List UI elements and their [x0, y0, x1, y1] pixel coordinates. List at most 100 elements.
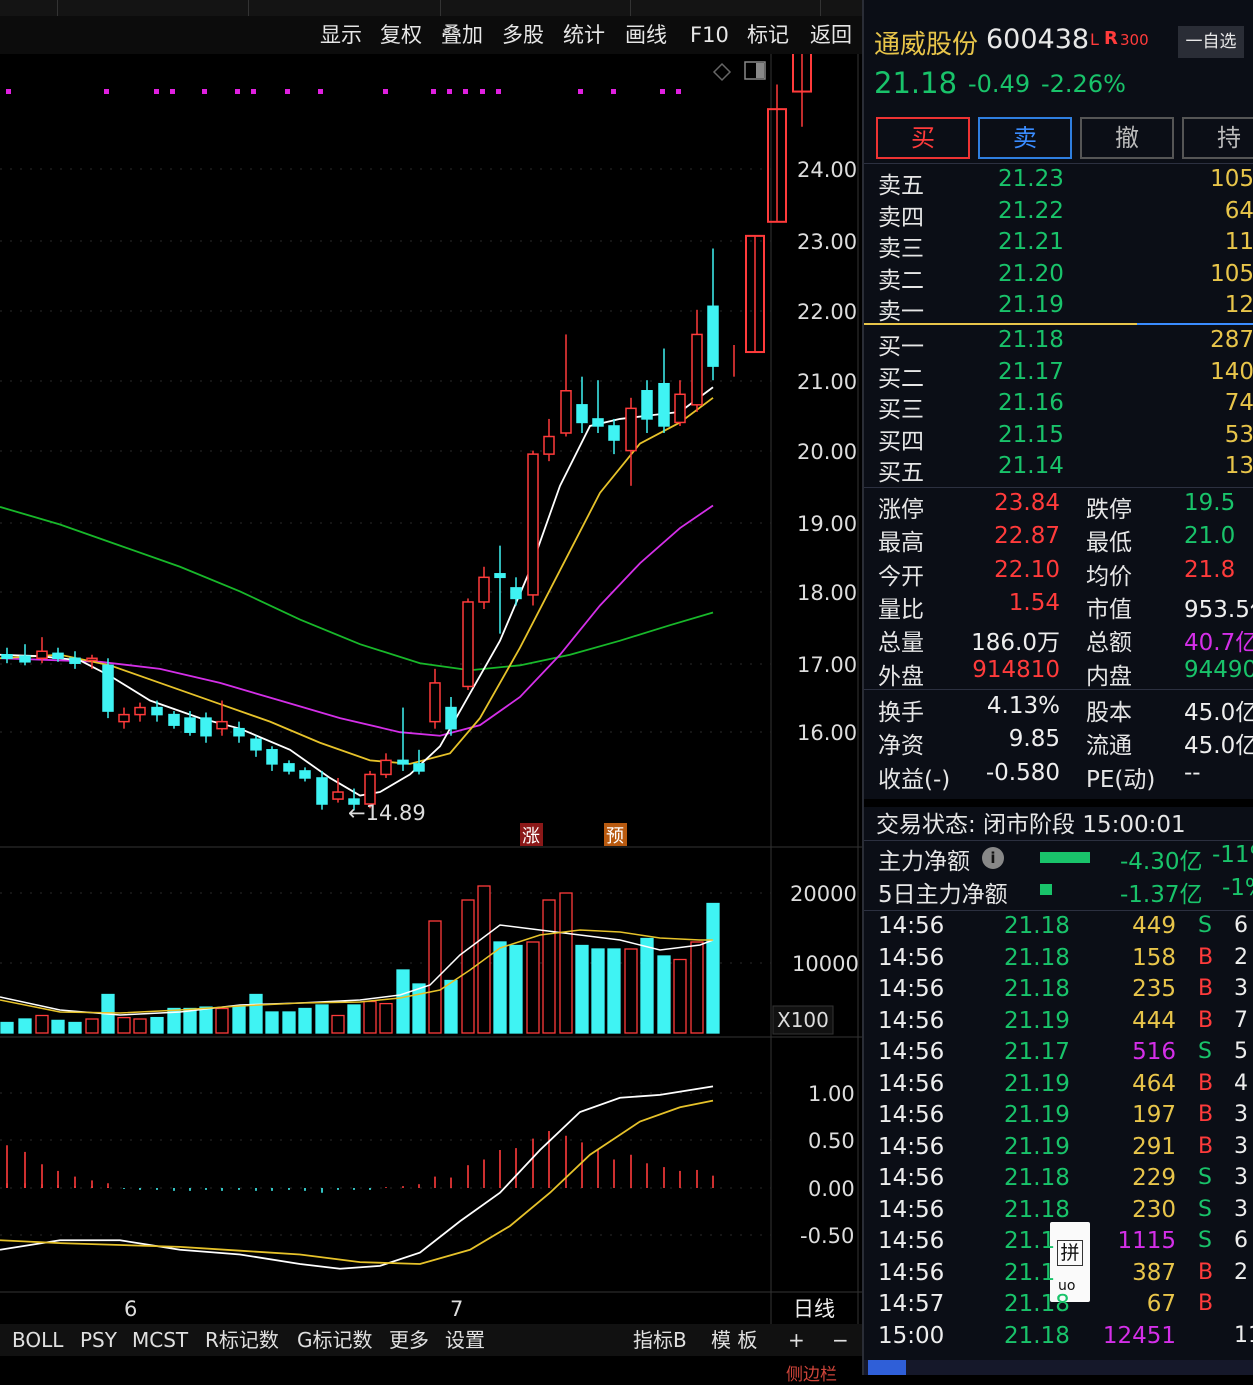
tick-price: 21.1	[1004, 1259, 1056, 1286]
tab-r-mark[interactable]: R标记数	[205, 1328, 279, 1352]
ask-price: 21.22	[998, 197, 1064, 224]
volume-bar-down	[249, 993, 263, 1034]
mark-button[interactable]: 标记	[747, 23, 789, 47]
tick-count: 3	[1234, 1102, 1248, 1127]
tab-g-mark[interactable]: G标记数	[297, 1328, 373, 1352]
draw-line-button[interactable]: 画线	[625, 23, 667, 47]
tick-time: 14:56	[878, 1228, 945, 1254]
stat-label: 市值	[1086, 596, 1132, 623]
main-net-flow-bar	[1040, 852, 1090, 863]
tab-psy[interactable]: PSY	[80, 1328, 117, 1352]
tick-price: 21.19	[1004, 1102, 1070, 1128]
ask-volume: 105	[1210, 260, 1253, 287]
stat-value: -0.580	[985, 759, 1060, 786]
tick-time: 15:00	[878, 1322, 945, 1349]
volume-bar-down	[396, 969, 410, 1034]
tick-time: 14:56	[878, 1102, 945, 1128]
stat-value: 40.7亿	[1184, 630, 1253, 657]
buy-button[interactable]: 买	[876, 117, 970, 159]
ma5-line	[0, 386, 714, 797]
tick-side: B	[1198, 1133, 1214, 1159]
add-favorite-button[interactable]: 一自选	[1178, 26, 1244, 58]
holdings-button[interactable]: 持	[1182, 117, 1253, 159]
zoom-in-button[interactable]: +	[788, 1328, 805, 1352]
tab-boll[interactable]: BOLL	[12, 1328, 64, 1352]
tick-side: B	[1198, 1102, 1214, 1127]
kline-chart-svg[interactable]: 24.00 23.00 22.00 21.00 20.00 19.00 18.00 17.00…	[0, 54, 862, 1324]
index-tag: 300	[1120, 31, 1149, 49]
signal-dot	[578, 89, 583, 94]
bid-level-label: 买四	[878, 428, 924, 455]
down-candle	[299, 770, 311, 779]
up-candle	[332, 791, 344, 800]
tick-time: 14:56	[878, 1133, 945, 1160]
up-candle	[86, 657, 98, 662]
volume-bar-down	[232, 1005, 246, 1034]
info-icon[interactable]: i	[982, 847, 1004, 869]
down-candle	[200, 717, 212, 737]
signal-dot	[431, 89, 436, 94]
tick-time: 14:56	[878, 944, 945, 971]
back-button[interactable]: 返回	[810, 23, 852, 47]
tick-time: 14:56	[878, 1165, 945, 1191]
up-candle	[674, 393, 686, 424]
overlay-button[interactable]: 叠加	[441, 23, 483, 47]
cancel-order-button[interactable]: 撤	[1080, 117, 1174, 159]
tab-mcst[interactable]: MCST	[132, 1328, 189, 1352]
tick-volume: 235	[1132, 976, 1176, 1002]
volume-bar-up	[461, 899, 475, 1034]
up-candle	[462, 601, 474, 688]
kline-chart-area[interactable]: 24.00 23.00 22.00 21.00 20.00 19.00 18.00 17.00…	[0, 54, 862, 1324]
pin-sub: uo	[1058, 1278, 1076, 1294]
f10-button[interactable]: F10	[690, 23, 729, 47]
tick-count: 111	[1234, 1322, 1253, 1348]
volume-bar-down	[493, 941, 507, 1034]
bid-level-label: 买二	[878, 365, 924, 392]
stat-label: 外盘	[878, 663, 924, 690]
tick-count: 3	[1234, 1165, 1248, 1190]
forecast-candle	[745, 234, 765, 354]
tick-price: 21.18	[1004, 1291, 1070, 1317]
volume-bar-down	[640, 937, 654, 1034]
volume-ma10-line	[0, 929, 713, 1014]
stat-value: 914810	[972, 656, 1060, 683]
down-candle	[592, 418, 604, 427]
zoom-out-button[interactable]: −	[832, 1328, 849, 1352]
volume-ma5-line	[0, 924, 714, 1016]
bottom-tab-strip[interactable]	[864, 1360, 1253, 1375]
signal-dot	[235, 89, 240, 94]
tab-more[interactable]: 更多	[389, 1328, 429, 1352]
tick-volume: 197	[1132, 1102, 1176, 1128]
bid-price: 21.15	[998, 421, 1064, 448]
tick-price: 21.19	[1004, 1070, 1070, 1097]
tick-time: 14:57	[878, 1291, 945, 1317]
ask-price: 21.23	[998, 166, 1064, 192]
indicator-b-button[interactable]: 指标B	[633, 1328, 687, 1352]
statistics-button[interactable]: 统计	[563, 23, 605, 47]
volume-bar-down	[282, 1011, 296, 1034]
floating-pin-icon[interactable]: 拼 uo	[1050, 1222, 1090, 1302]
volume-unit-label: X100	[777, 1008, 829, 1032]
volume-bar-down	[412, 983, 426, 1034]
display-button[interactable]: 显示	[320, 23, 362, 47]
stat-label: 跌停	[1086, 497, 1132, 523]
down-candle	[413, 763, 425, 772]
signal-dot	[480, 89, 485, 94]
sidebar-toggle[interactable]: 侧边栏	[786, 1365, 837, 1385]
price-tick-label: 23.00	[797, 230, 857, 254]
template-button[interactable]: 模 板	[711, 1328, 758, 1352]
stat-label: 均价	[1086, 563, 1132, 590]
price-tick-label: 20.00	[797, 440, 857, 464]
multi-stock-button[interactable]: 多股	[502, 23, 544, 47]
sell-button[interactable]: 卖	[978, 117, 1072, 159]
bid-volume: 53	[1224, 421, 1253, 448]
adjust-rights-button[interactable]: 复权	[380, 23, 422, 47]
signal-dot	[154, 89, 159, 94]
down-candle	[266, 749, 278, 765]
down-candle	[316, 777, 328, 805]
bid-price: 21.14	[998, 453, 1064, 479]
tick-side: S	[1198, 913, 1212, 938]
tab-settings[interactable]: 设置	[445, 1328, 485, 1352]
price-change-pct: -2.26%	[1041, 70, 1126, 98]
stat-label: 收益(-)	[878, 766, 951, 793]
